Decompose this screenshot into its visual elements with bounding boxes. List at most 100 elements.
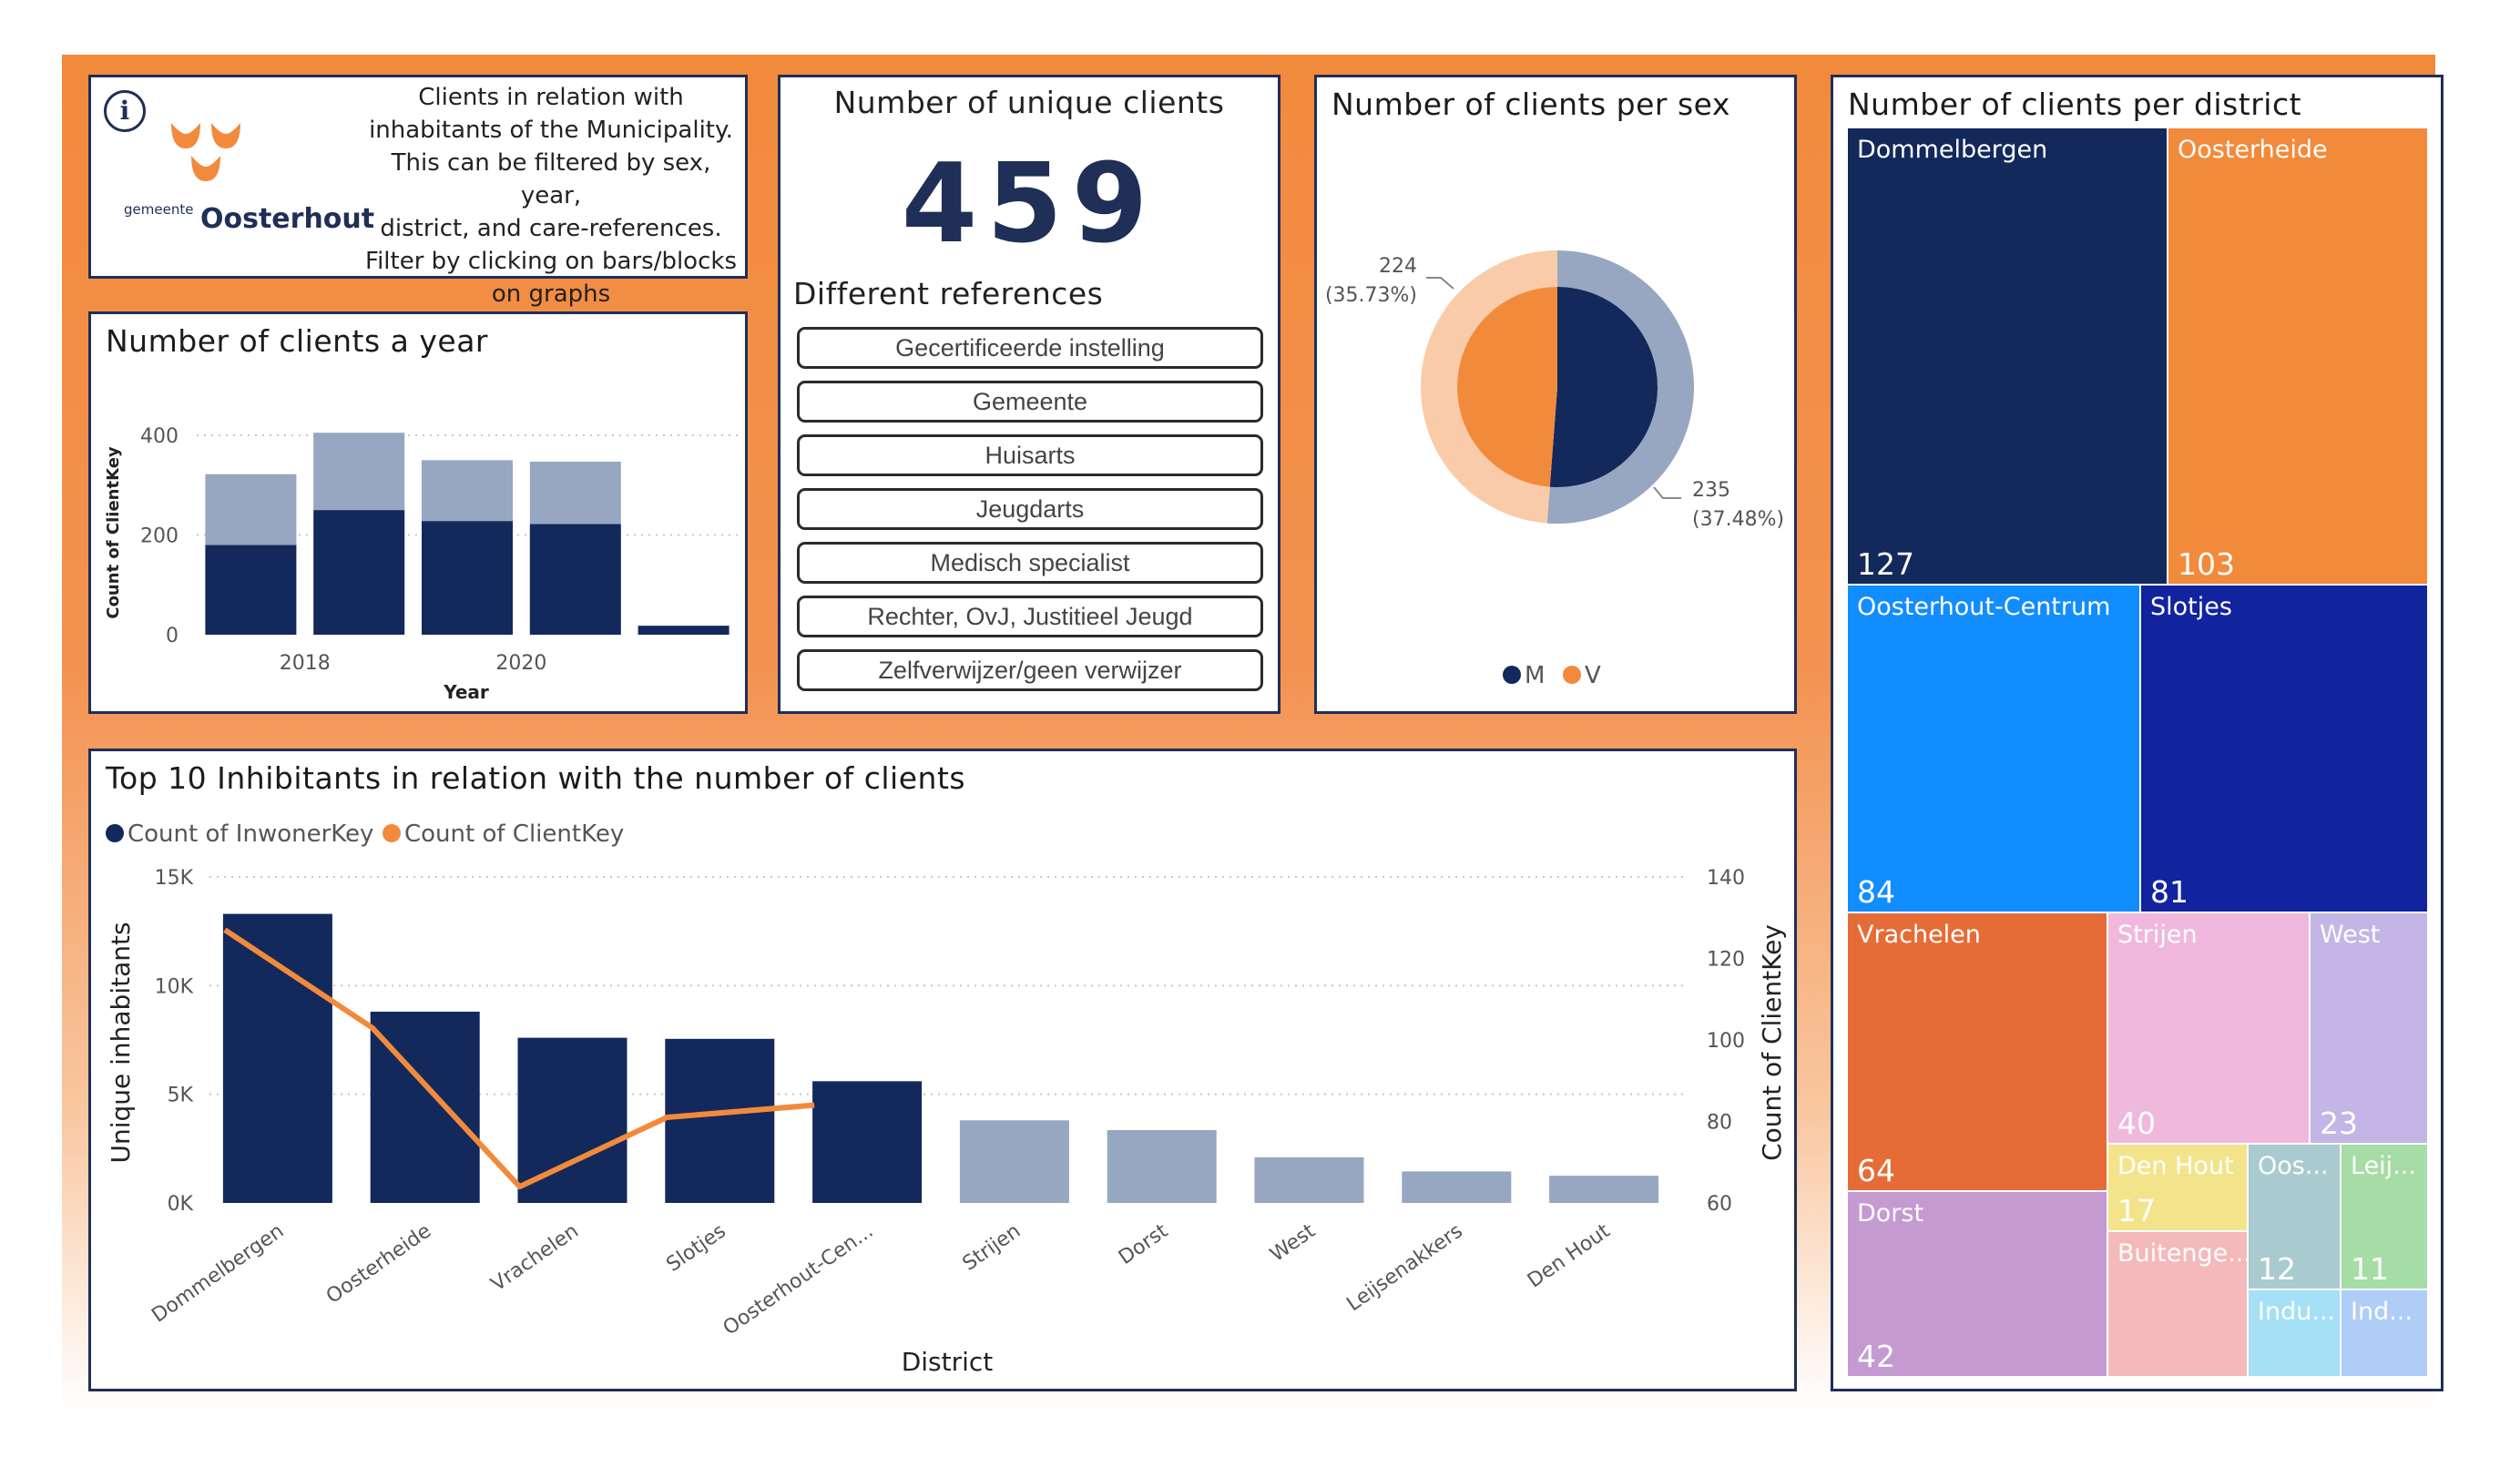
district-bar-Vrachelen[interactable] [517,1037,627,1203]
tile-name: Dorst [1857,1199,1924,1228]
donut-slice-M[interactable] [1549,287,1658,487]
y-axis-title: Unique inhabitants [106,922,136,1163]
y2-tick-label: 60 [1707,1193,1732,1216]
y2-tick-label: 100 [1707,1030,1745,1053]
y2-tick-label: 80 [1707,1112,1732,1135]
treemap-tile[interactable]: Dorst 42 [1848,1192,2108,1378]
district-bar-Den Hout[interactable] [1549,1176,1659,1203]
unique-clients-card: Number of unique clients 459 Different r… [778,75,1280,714]
reference-button[interactable]: Huisarts [797,434,1263,476]
district-bar-Oosterhout-Cen...[interactable] [812,1081,923,1203]
legend-label-client[interactable]: Count of ClientKey [404,820,624,848]
tile-name: West [2320,921,2381,949]
treemap-tile[interactable]: Dommelbergen 127 [1848,128,2168,586]
year-bar-2019[interactable] [422,460,513,522]
tile-value: 84 [1857,874,1895,910]
tile-value: 17 [2117,1193,2156,1228]
reference-button[interactable]: Medisch specialist [797,542,1263,584]
y-axis-title: Count of ClientKey [104,446,123,619]
treemap-tile[interactable]: Oosterheide 103 [2168,128,2429,586]
tile-name: Indu... [2258,1298,2336,1326]
x-tick-label: West [1266,1219,1320,1267]
year-bar-2018[interactable] [313,510,405,635]
treemap-tile[interactable]: Ind... [2341,1290,2429,1378]
treemap-tile[interactable]: West 23 [2311,913,2429,1145]
treemap-tile[interactable]: Oos... 12 [2249,1145,2341,1290]
x-tick-label: Oosterhout-Cen... [719,1219,878,1340]
tile-name: Dommelbergen [1857,136,2048,164]
year-bar-2017[interactable] [205,474,297,545]
y2-tick-label: 140 [1707,867,1745,890]
info-description: Clients in relation with inhabitants of … [364,81,738,311]
legend-marker-V[interactable] [1563,666,1581,684]
x-tick-label: Slotjes [662,1219,729,1277]
client-count-line[interactable] [223,927,815,1190]
info-icon[interactable]: i [104,90,146,132]
district-bar-Slotjes[interactable] [665,1038,775,1203]
year-bar-2021[interactable] [638,626,729,635]
reference-button[interactable]: Jeugdarts [797,488,1263,530]
y-tick-label: 5K [168,1085,194,1107]
tile-value: 64 [1857,1153,1895,1188]
treemap-tile[interactable]: Slotjes 81 [2141,586,2429,913]
district-bar-Leijsenakkers[interactable] [1402,1171,1512,1203]
tile-value: 81 [2150,874,2188,910]
district-bar-Dommelbergen[interactable] [222,913,332,1203]
info-line: on graphs [491,280,611,308]
year-bar-2017[interactable] [205,545,297,635]
donut-slice-V[interactable] [1457,287,1557,487]
year-bar-2018[interactable] [313,433,405,511]
tile-name: Oosterheide [2178,136,2328,164]
x-axis-title: District [902,1347,994,1377]
reference-button[interactable]: Gemeente [797,381,1263,423]
year-chart-title: Number of clients a year [106,323,489,359]
unique-clients-value: 459 [901,141,1158,268]
reference-button[interactable]: Gecertificeerde instelling [797,327,1263,369]
legend-marker-client[interactable] [383,824,401,842]
references-title: Different references [793,276,1104,311]
sex-chart-title: Number of clients per sex [1331,87,1730,122]
legend-marker-inwoner[interactable] [106,824,124,842]
data-label-V: 224 [1379,255,1417,278]
district-bar-Strijen[interactable] [959,1120,1069,1203]
year-bar-2020[interactable] [529,524,621,635]
x-tick-label: 2020 [495,652,546,675]
legend-label-M[interactable]: M [1525,662,1545,689]
treemap-tile[interactable]: Leij... 11 [2341,1145,2429,1290]
legend-marker-M[interactable] [1503,666,1521,684]
district-treemap: Dommelbergen 127 Oosterheide 103 Oosterhout-… [1833,77,2446,1394]
district-bar-Dorst[interactable] [1107,1130,1217,1203]
reference-button[interactable]: Rechter, OvJ, Justitieel Jeugd [797,596,1263,637]
legend-label-inwoner[interactable]: Count of InwonerKey [128,820,373,848]
reference-button[interactable]: Zelfverwijzer/geen verwijzer [797,649,1263,691]
x-tick-label: 2018 [280,652,331,675]
treemap-tile[interactable]: Buitenge... [2108,1232,2249,1378]
year-bar-2019[interactable] [422,521,513,635]
y-tick-label: 0K [168,1193,194,1216]
year-bar-2020[interactable] [529,461,621,525]
info-line: Filter by clicking on bars/blocks [365,248,737,275]
treemap-tile[interactable]: Indu... [2249,1290,2341,1378]
legend-label-V[interactable]: V [1585,662,1601,689]
data-pct-M: (37.48%) [1692,508,1784,531]
municipality-logo [171,123,240,181]
district-bar-West[interactable] [1254,1156,1364,1203]
x-tick-label: Dorst [1115,1219,1172,1269]
treemap-tile[interactable]: Strijen 40 [2108,913,2311,1145]
x-tick-label: Strijen [959,1219,1025,1275]
district-chart-title: Number of clients per district [1848,87,2302,122]
treemap-tile[interactable]: Oosterhout-Centrum 84 [1848,586,2141,913]
treemap-tile[interactable]: Vrachelen 64 [1848,913,2108,1192]
tile-value: 23 [2320,1105,2358,1141]
tile-value: 40 [2117,1105,2156,1141]
info-line: district, and care-references. [380,215,722,242]
donut-ring-M[interactable] [1546,250,1694,524]
tile-name: Strijen [2117,921,2198,949]
tile-name: Den Hout [2117,1152,2234,1180]
y-tick-label: 10K [155,975,194,998]
tile-name: Buitenge... [2117,1239,2249,1268]
tile-name: Ind... [2351,1298,2413,1326]
treemap-tile[interactable]: Den Hout 17 [2108,1145,2249,1232]
donut-ring-V[interactable] [1420,250,1557,524]
y-tick-label: 200 [140,525,179,547]
